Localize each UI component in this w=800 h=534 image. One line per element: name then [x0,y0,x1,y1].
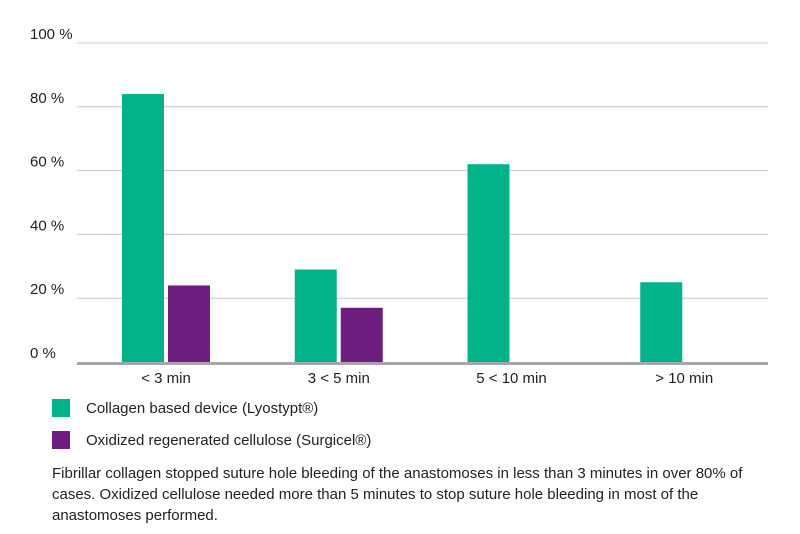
y-tick-label: 80 % [30,90,64,107]
legend-swatch-cellulose [52,431,70,449]
legend-item-cellulose: Oxidized regenerated cellulose (Surgicel… [52,431,371,449]
x-tick-label: < 3 min [141,370,191,387]
x-tick-label: 5 < 10 min [476,370,546,387]
chart-caption: Fibrillar collagen stopped suture hole b… [52,465,743,524]
x-tick-label: 3 < 5 min [308,370,370,387]
bars [122,94,683,362]
legend-item-collagen: Collagen based device (Lyostypt®) [52,399,318,417]
bar-cellulose [168,285,210,362]
y-axis-ticks: 0 % 20 % 40 % 60 % 80 % 100 % [30,26,73,362]
bar-collagen [294,269,337,362]
legend-swatch-collagen [52,399,70,417]
bar-collagen [640,282,683,362]
y-tick-label: 40 % [30,217,64,234]
x-axis-ticks: < 3 min 3 < 5 min 5 < 10 min > 10 min [141,370,713,387]
legend-label-cellulose: Oxidized regenerated cellulose (Surgicel… [86,431,372,449]
legend-label-collagen: Collagen based device (Lyostypt®) [86,399,319,417]
bar-cellulose [340,307,383,362]
bar-collagen [467,164,510,362]
y-tick-label: 0 % [30,345,56,362]
bar-chart: 0 % 20 % 40 % 60 % 80 % 100 % < 3 min 3 < 5 mi… [30,26,768,387]
y-tick-label: 60 % [30,154,64,171]
x-tick-label: > 10 min [655,370,713,387]
x-axis-line [77,362,768,365]
bar-collagen [122,94,164,362]
y-tick-label: 20 % [30,281,64,298]
y-tick-label: 100 % [30,26,73,43]
